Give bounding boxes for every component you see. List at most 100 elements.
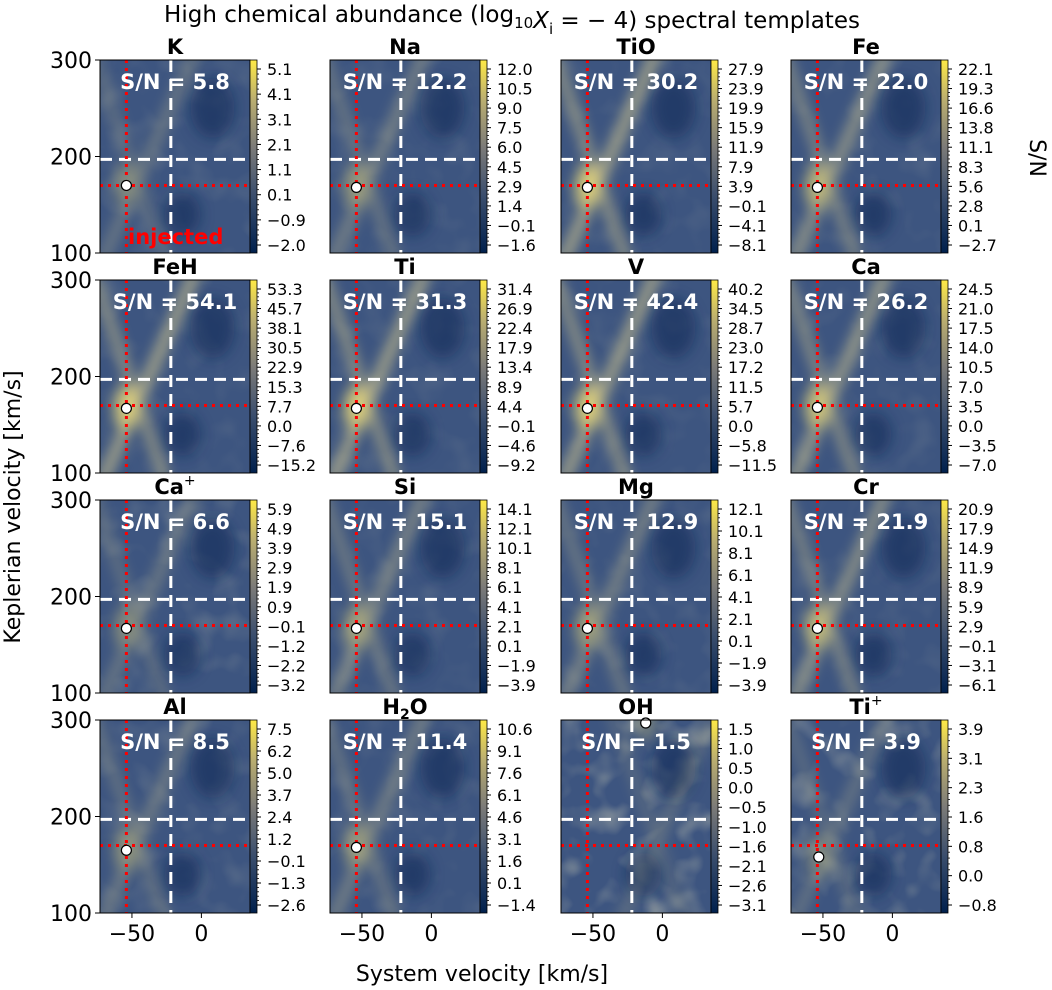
injected-label: injected [128,225,223,249]
colorbar-tick-label: 22.9 [267,358,303,377]
colorbar-tick-label: 8.1 [497,559,522,578]
snr-label: S/N = 1.5 [581,730,691,754]
colorbar-tick-label: 23.0 [728,339,764,358]
colorbar-tick-label: 3.9 [267,539,292,558]
heatmap-dark-region [190,298,235,359]
colorbar-tick-label: 5.7 [728,397,753,416]
colorbar-tick-label: 0.1 [497,637,522,656]
x-tick-label: −50 [800,922,846,947]
colorbar-gradient [480,720,487,913]
y-tick-label: 300 [50,709,92,734]
signal-streak [330,60,427,253]
colorbar-tick-label: −0.9 [267,211,306,230]
peak-marker [811,622,823,634]
colorbar-tick-label: 28.7 [728,319,764,338]
panel-title: Fe [852,35,880,59]
colorbar-tick-label: 3.1 [958,749,983,768]
heatmap-dark-region [625,192,662,237]
panel-title: Ti+ [849,693,882,719]
signal-streak [100,503,167,693]
colorbar-tick-label: 7.0 [958,378,983,397]
colorbar-tick-label: 8.9 [958,578,983,597]
colorbar-tick-label: 10.1 [728,522,764,541]
colorbar-tick-label: 0.0 [728,417,753,436]
signal-streak [791,283,858,473]
signal-streak [100,720,197,913]
colorbar-gradient [480,280,487,473]
colorbar-tick-label: 1.4 [497,197,522,216]
panel-title: Ca [851,255,881,279]
colorbar-tick-label: −3.1 [728,896,767,915]
colorbar-tick-label: 6.1 [497,578,522,597]
signal-streak [610,720,687,913]
colorbar-tick-label: 2.9 [497,177,522,196]
colorbar: 27.923.919.915.911.97.93.9−0.1−4.1−8.1 [710,59,767,255]
peak-marker [120,179,132,192]
heatmap-dark-region [394,192,431,237]
colorbar-tick-label: −15.2 [267,456,316,475]
signal-streak [791,280,888,473]
x-tick-label: −50 [339,922,385,947]
colorbar-tick-label: 3.1 [497,830,522,849]
heatmap-dark-region [394,412,431,457]
colorbar-tick-label: −8.1 [728,236,767,255]
x-tick-label: 0 [885,922,899,947]
x-tick-label: 0 [655,922,669,947]
snr-label: S/N = 5.8 [120,70,230,94]
colorbar-tick-label: −3.9 [728,676,767,695]
colorbar-tick-label: 4.5 [497,158,522,177]
colorbar-tick-label: 13.8 [958,119,994,138]
colorbar-tick-label: 1.2 [267,830,292,849]
peak-marker [350,402,362,414]
colorbar-tick-label: 9.0 [497,99,522,118]
colorbar-tick-label: −3.1 [958,656,997,675]
heatmap-dark-region [420,298,465,359]
colorbar-tick-label: 3.7 [267,786,292,805]
heatmap-dark-region [190,518,235,579]
colorbar-label: S/N [1024,139,1049,177]
peak-marker [581,622,593,634]
colorbar: 40.234.528.723.017.211.55.70.0−5.8−11.5 [710,279,777,475]
colorbar-tick-label: −9.2 [497,456,536,475]
colorbar-tick-label: −6.1 [958,676,997,695]
colorbar-tick-label: −5.8 [728,436,767,455]
colorbar: 3.9 3.1 2.3 1.6 0.8 0.0 −0.8 [940,719,997,915]
colorbar-tick-label: 15.9 [728,119,764,138]
signal-streak [330,723,397,913]
signal-streak [791,63,858,253]
peak-marker [811,181,823,193]
colorbar-tick-label: 3.5 [958,397,983,416]
colorbar-gradient [941,280,948,473]
colorbar-tick-label: −2.6 [728,876,767,895]
colorbar-tick-label: 16.6 [958,99,994,118]
colorbar-tick-label: 6.0 [497,138,522,157]
colorbar-tick-label: −1.6 [497,236,536,255]
colorbar-tick-label: −4.1 [728,216,767,235]
colorbar-tick-label: 1.6 [958,808,983,827]
colorbar-tick-label: −4.6 [497,436,536,455]
heatmap-dark-region [855,412,892,457]
panel-title: Si [394,475,416,499]
x-tick-label: −50 [109,922,155,947]
panel-title: Na [389,35,421,59]
signal-streak [100,500,197,693]
colorbar-tick-label: 1.1 [267,161,292,180]
peak-marker [350,841,362,853]
y-tick-label: 300 [50,489,92,514]
colorbar-tick-label: 8.3 [958,158,983,177]
snr-label: S/N = 12.9 [574,510,698,534]
colorbar-tick-label: 12.0 [497,60,533,79]
y-tick-label: 200 [50,146,92,171]
colorbar-tick-label: −1.9 [728,654,767,673]
colorbar-tick-label: 5.9 [267,500,292,519]
heatmap-dark-region [855,632,892,677]
colorbar-gradient [480,60,487,253]
colorbar-tick-label: −0.1 [267,852,306,871]
colorbar-tick-label: 3.9 [958,720,983,739]
colorbar-tick-label: 17.5 [958,319,994,338]
colorbar-tick-label: 20.9 [958,500,994,519]
panel-title: TiO [616,35,655,59]
colorbar-tick-label: 1.0 [728,740,753,759]
signal-streak [561,283,628,473]
colorbar-tick-label: 17.2 [728,358,764,377]
